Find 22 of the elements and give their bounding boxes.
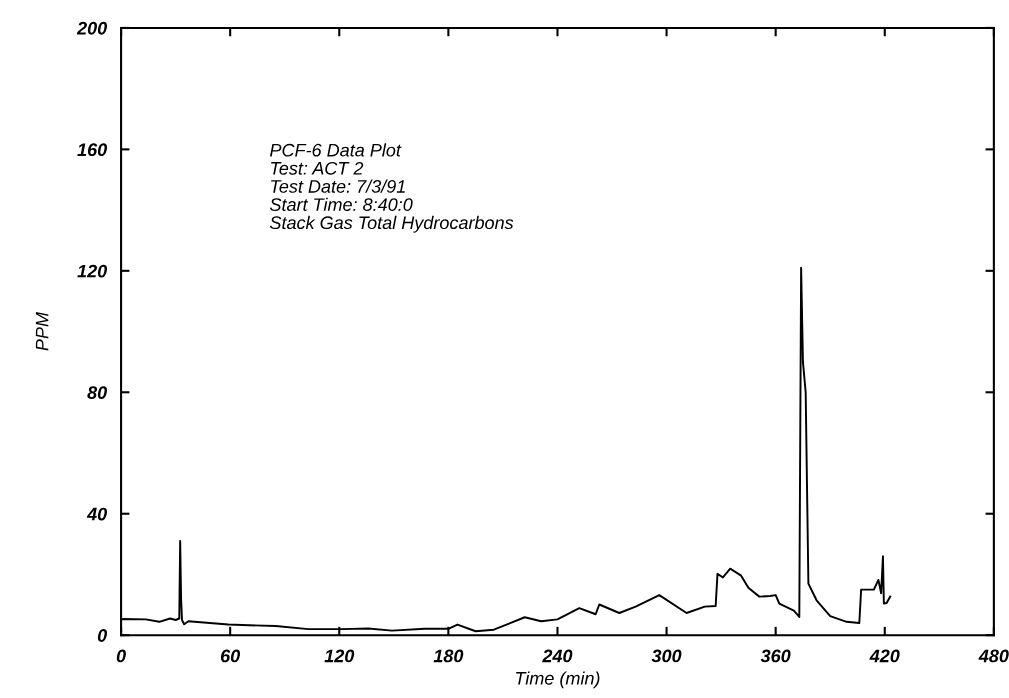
- y-tick-label: 160: [77, 143, 108, 157]
- annotation: PCF-6 Data Plot: [270, 143, 402, 157]
- x-tick-label: 360: [760, 649, 791, 663]
- x-tick-label: 480: [978, 649, 1009, 663]
- annotation: Test: ACT 2: [271, 161, 364, 175]
- y-tick-label: 200: [76, 21, 108, 35]
- annotation: Start Time: 8:40:0: [269, 197, 413, 211]
- x-tick-label: 240: [542, 649, 573, 663]
- y-tick-label: 0: [97, 629, 108, 642]
- x-axis-title: Time (min): [516, 671, 600, 689]
- x-tick-label: 180: [433, 649, 464, 663]
- y-axis-title: PPM: [35, 311, 49, 351]
- y-tick-label: 80: [87, 386, 108, 399]
- x-tick-label: 420: [869, 649, 900, 663]
- y-tick-label: 40: [86, 507, 108, 521]
- annotation: Stack Gas Total Hydrocarbons: [269, 215, 514, 233]
- annotation: Test Date: 7/3/91: [271, 179, 405, 193]
- x-tick-label: 120: [324, 649, 355, 663]
- y-tick-label: 120: [77, 264, 108, 278]
- x-tick-label: 0: [116, 649, 126, 663]
- x-tick-label: 60: [220, 649, 241, 663]
- x-tick-label: 300: [651, 649, 682, 663]
